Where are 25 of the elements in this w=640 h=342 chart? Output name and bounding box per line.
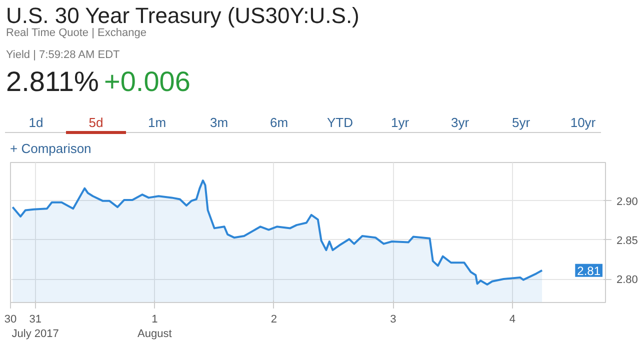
- text: 5yr: [510, 114, 532, 132]
- text: 1d: [28, 114, 44, 132]
- text: 10yr: [569, 114, 597, 132]
- text: 5d: [88, 114, 104, 132]
- x-tick-label: 1 August: [138, 314, 172, 340]
- chart-title: U.S. 30 Year Treasury (US30Y:U.S.): [6, 2, 360, 28]
- annotation: 2.81: [577, 264, 601, 278]
- text: YTD: [326, 114, 354, 132]
- y-tick-label: 2.90: [616, 196, 638, 208]
- text: 3m: [208, 114, 230, 132]
- y-tick-label: 2.85: [616, 234, 638, 247]
- x-tick-label: 3: [390, 314, 396, 326]
- y-tick-label: 2.80: [616, 274, 638, 286]
- text: 6m: [268, 114, 290, 132]
- text: 2.811%: [6, 65, 99, 99]
- text: + Comparison: [10, 140, 92, 158]
- text: 1yr: [390, 114, 410, 132]
- x-tick-label: 30: [4, 314, 17, 326]
- text: Yield | 7:59:28 AM EDT: [6, 48, 120, 63]
- x-tick-label: 4: [509, 314, 516, 326]
- chart-subtitle: Real Time Quote | Exchange: [6, 27, 146, 41]
- text: 3yr: [450, 114, 470, 132]
- x-tick-label: 2: [270, 314, 277, 326]
- text: 1m: [146, 114, 168, 132]
- text: +0.006: [104, 65, 190, 99]
